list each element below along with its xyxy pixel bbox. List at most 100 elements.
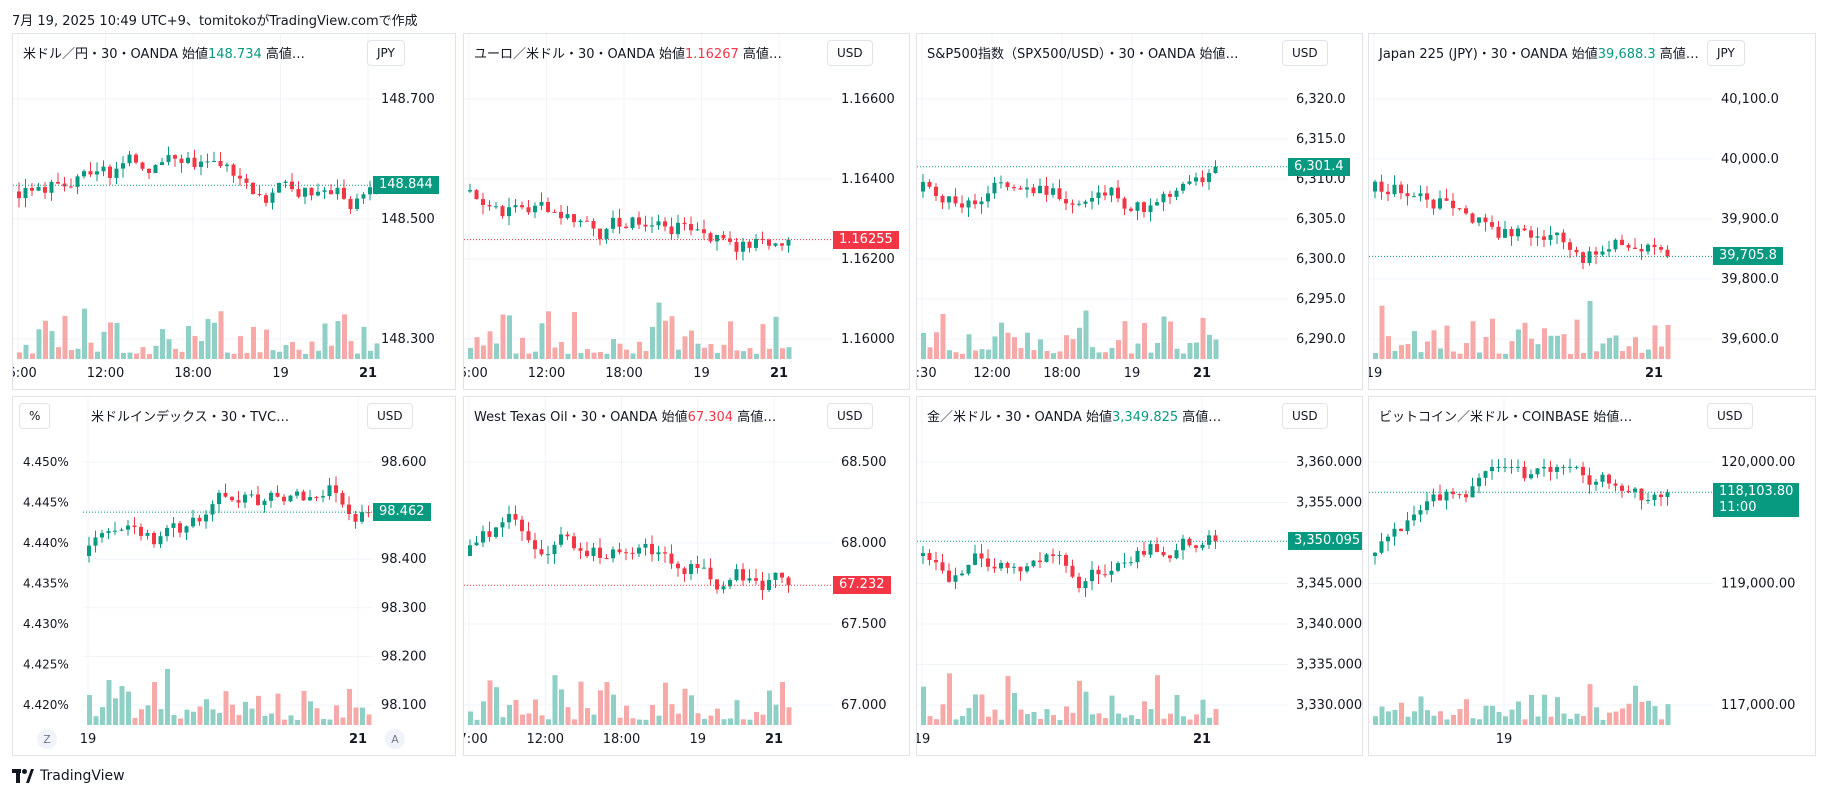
volume-bar — [171, 714, 177, 725]
volume-bar — [921, 332, 926, 359]
volume-bar — [1509, 341, 1515, 359]
volume-bar — [468, 711, 473, 725]
candle-body — [329, 190, 333, 195]
volume-bar — [578, 681, 584, 725]
price-plot[interactable]: 3,360.0003,355.0003,350.0003,345.0003,34… — [917, 397, 1362, 755]
candle-body — [786, 239, 791, 246]
currency-button[interactable]: JPY — [367, 40, 405, 66]
currency-button[interactable]: USD — [367, 403, 413, 429]
last-price-label: 67.232 — [833, 576, 891, 595]
x-tick-label: 21 — [1193, 366, 1211, 381]
currency-button[interactable]: USD — [1282, 40, 1328, 66]
volume-bar — [43, 320, 48, 359]
y-tick-label: 148.300 — [381, 332, 435, 347]
chart-panel[interactable]: 120,000.00 119,000.00 117,000.00 19 118,103.… — [1368, 396, 1816, 756]
symbol-title[interactable]: 米ドル／円・30・OANDA 始値148.734 高値… — [23, 43, 305, 62]
price-plot[interactable]: 1.16600 1.16400 1.16200 1.16000 06:00 12:00 18… — [464, 34, 909, 389]
volume-bar — [572, 719, 577, 725]
volume-bar — [210, 709, 216, 725]
currency-button[interactable]: USD — [1707, 403, 1753, 429]
volume-bar — [1399, 702, 1404, 725]
currency-button[interactable]: USD — [1282, 403, 1328, 429]
symbol-title[interactable]: Japan 225 (JPY)・30・OANDA 始値39,688.3 高値… — [1379, 43, 1699, 62]
price-plot[interactable]: 120,000.00 119,000.00 117,000.00 19 — [1369, 397, 1815, 755]
symbol-title[interactable]: ユーロ／米ドル・30・OANDA 始値1.16267 高値… — [474, 43, 782, 62]
volume-bar — [1425, 710, 1430, 725]
x-tick-label: 19 — [1124, 366, 1141, 381]
candle-body — [507, 207, 511, 217]
chart-panel[interactable]: 40,100.0 40,000.0 39,900.0 39,800.0 39,600.0… — [1368, 33, 1816, 390]
tradingview-logo[interactable]: TradingView — [12, 768, 125, 784]
symbol-title[interactable]: S&P500指数（SPX500/USD）・30・OANDA 始値… — [927, 43, 1238, 62]
price-plot[interactable]: 40,100.0 40,000.0 39,900.0 39,800.0 39,600.0… — [1369, 34, 1815, 389]
volume-bar — [565, 707, 571, 725]
price-plot[interactable]: 68.500 68.000 67.500 67.000 07:00 12:00 18:00 1… — [464, 397, 909, 755]
candle-body — [1633, 247, 1637, 249]
symbol-title[interactable]: 米ドルインデックス・30・TVC… — [91, 406, 289, 425]
candle-body — [1477, 217, 1481, 223]
volume-bar — [1057, 719, 1063, 725]
candle-body — [780, 243, 784, 246]
volume-bar — [637, 719, 642, 725]
y-tick-label: 68.000 — [841, 536, 887, 551]
volume-bar — [481, 701, 486, 725]
volume-bar — [947, 673, 952, 725]
candle-body — [309, 187, 314, 196]
price-plot[interactable]: 98.60098.50098.40098.30098.20098.1004.45… — [13, 397, 455, 755]
candle-body — [598, 228, 602, 240]
candle-body — [1083, 581, 1088, 589]
currency-button[interactable]: USD — [827, 40, 873, 66]
zoom-button[interactable]: Z — [37, 729, 57, 749]
volume-bar — [230, 704, 235, 725]
volume-bar — [715, 708, 720, 725]
volume-bar — [1535, 344, 1541, 359]
candle-body — [474, 190, 479, 200]
price-plot[interactable]: 148.700 148.500 148.300 06:00 12:00 18:00 19 21 — [13, 34, 455, 389]
candle-body — [1665, 249, 1670, 257]
volume-bar — [17, 352, 22, 359]
volume-bar — [1051, 353, 1056, 359]
volume-bar — [953, 352, 959, 359]
volume-bar — [1038, 719, 1043, 725]
volume-bar — [468, 347, 473, 359]
candle-body — [1431, 494, 1436, 502]
candle-body — [708, 567, 713, 580]
candle-body — [342, 187, 346, 199]
symbol-title[interactable]: ビットコイン／米ドル・COINBASE 始値… — [1379, 406, 1632, 425]
chart-panel[interactable]: 1.16600 1.16400 1.16200 1.16000 06:00 12:00 18… — [463, 33, 910, 390]
percent-scale-button[interactable]: % — [19, 403, 51, 429]
auto-scale-button[interactable]: A — [385, 729, 405, 749]
chart-panel[interactable]: 6,320.0 6,315.0 6,310.0 6,305.0 6,300.0 6,295… — [916, 33, 1363, 390]
volume-bar — [1064, 706, 1069, 725]
price-plot[interactable]: 6,320.0 6,315.0 6,310.0 6,305.0 6,300.0 6,295… — [917, 34, 1362, 389]
chart-panel[interactable]: 98.60098.50098.40098.30098.20098.1004.45… — [12, 396, 456, 756]
candle-body — [251, 182, 255, 195]
candle-body — [158, 536, 163, 545]
volume-bar — [1005, 332, 1011, 359]
symbol-title[interactable]: West Texas Oil・30・OANDA 始値67.304 高値… — [474, 406, 776, 425]
candle-body — [578, 548, 583, 551]
candle-body — [1594, 251, 1598, 255]
symbol-title[interactable]: 金／米ドル・30・OANDA 始値3,349.825 高値… — [927, 406, 1221, 425]
candle-body — [1122, 562, 1127, 564]
currency-button[interactable]: JPY — [1707, 40, 1745, 66]
candle-body — [217, 492, 221, 505]
volume-bar — [992, 336, 998, 359]
chart-panel[interactable]: 68.500 68.000 67.500 67.000 07:00 12:00 18:00 1… — [463, 396, 910, 756]
currency-button[interactable]: USD — [827, 403, 873, 429]
chart-panel[interactable]: 148.700 148.500 148.300 06:00 12:00 18:00 19 21… — [12, 33, 456, 390]
volume-bar — [760, 324, 766, 359]
open-value: 1.16267 — [684, 47, 739, 62]
candle-body — [533, 205, 537, 213]
y-tick-label: 98.300 — [381, 601, 427, 616]
volume-bar — [283, 344, 289, 359]
volume-bar — [721, 719, 727, 725]
x-tick-label: 21 — [1193, 732, 1211, 747]
volume-bar — [290, 342, 295, 359]
chart-panel[interactable]: 3,360.0003,355.0003,350.0003,345.0003,34… — [916, 396, 1363, 756]
symbol-name: S&P500指数（SPX500/USD）・30・OANDA 始値… — [927, 47, 1239, 62]
candle-body — [494, 527, 498, 537]
volume-bar — [340, 717, 346, 725]
y-tick-label: 3,360.000 — [1296, 455, 1362, 470]
candle-body — [262, 500, 267, 506]
